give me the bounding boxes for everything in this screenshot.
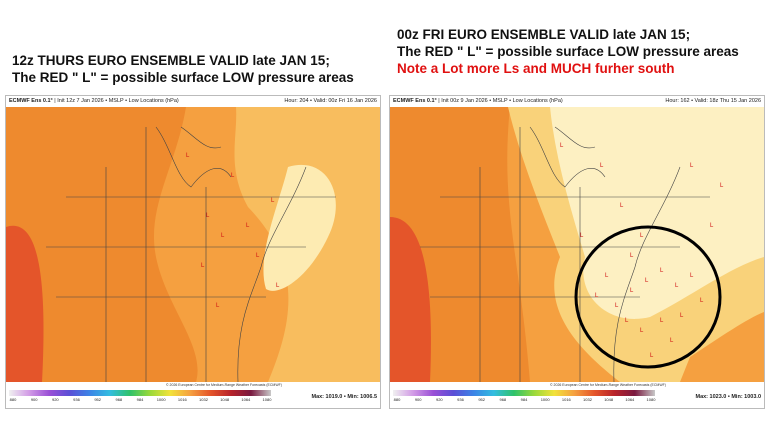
colorbar-label: 1064 — [241, 397, 251, 402]
low-marker: L — [580, 233, 584, 239]
colorbar-ticks: 880 900 920 936 952 968 984 1000 1016 1032 1048 106… — [393, 397, 656, 404]
low-marker: L — [620, 203, 624, 209]
colorbar-label: 936 — [73, 397, 80, 402]
low-marker: L — [690, 163, 694, 169]
init: Init 12z 7 Jan 2026 • MSLP • Low Locatio… — [57, 98, 179, 104]
credit: © 2026 European Centre for Medium-Range … — [166, 383, 282, 387]
colorbar-label: 1000 — [156, 397, 166, 402]
colorbar-label: 936 — [457, 397, 464, 402]
product: ECMWF Ens 0.1° — [393, 98, 437, 104]
colorbar-label: 1048 — [220, 397, 230, 402]
max-min: Max: 1023.0 • Min: 1003.0 — [695, 394, 761, 400]
low-marker: L — [700, 298, 704, 304]
low-marker: L — [605, 273, 609, 279]
caption-left: 12z THURS EURO ENSEMBLE VALID late JAN 1… — [12, 52, 354, 86]
colorbar-label: 1016 — [561, 397, 571, 402]
low-marker: L — [640, 233, 644, 239]
colorbar-label: 952 — [94, 397, 101, 402]
low-marker: L — [630, 253, 634, 259]
colorbar-label: 920 — [51, 397, 59, 402]
colorbar-label: 1016 — [177, 397, 187, 402]
low-marker: L — [186, 153, 190, 159]
caption-line: The RED " L" = possible surface LOW pres… — [397, 44, 739, 59]
colorbar-label: 900 — [30, 397, 38, 402]
colorbar-label: 1032 — [199, 397, 208, 402]
map-header: ECMWF Ens 0.1° | Init 00z 9 Jan 2026 • M… — [393, 98, 761, 104]
low-marker: L — [625, 318, 629, 324]
colorbar — [9, 390, 271, 396]
low-marker: L — [690, 273, 694, 279]
caption-line: The RED " L" = possible surface LOW pres… — [12, 70, 354, 85]
low-marker: L — [640, 328, 644, 334]
colorbar-label: 1048 — [604, 397, 614, 402]
colorbar-label: 968 — [499, 397, 507, 402]
low-marker: L — [720, 183, 724, 189]
valid: Hour: 204 • Valid: 00z Fri 16 Jan 2026 — [284, 98, 377, 104]
colorbar-label: 984 — [520, 397, 528, 402]
low-marker: L — [256, 253, 260, 259]
low-marker: L — [271, 198, 275, 204]
low-marker: L — [680, 313, 684, 319]
init: Init 00z 9 Jan 2026 • MSLP • Low Locatio… — [441, 98, 563, 104]
low-marker: L — [600, 163, 604, 169]
max-min: Max: 1019.0 • Min: 1006.5 — [311, 394, 377, 400]
low-marker: L — [216, 303, 220, 309]
product: ECMWF Ens 0.1° — [9, 98, 53, 104]
colorbar-label: 880 — [393, 397, 401, 402]
caption-note: Note a Lot more Ls and MUCH furher south — [397, 61, 675, 76]
low-marker: L — [560, 143, 564, 149]
map: L L L L L L L L L L — [6, 107, 380, 382]
low-marker: L — [675, 283, 679, 289]
credit: © 2026 European Centre for Medium-Range … — [550, 383, 666, 387]
colorbar-label: 1064 — [625, 397, 635, 402]
colorbar-label: 952 — [478, 397, 485, 402]
map-panel: ECMWF Ens 0.1° | Init 12z 7 Jan 2026 • M… — [5, 95, 381, 409]
caption-line: 12z THURS EURO ENSEMBLE VALID late JAN 1… — [12, 53, 330, 68]
low-marker: L — [670, 338, 674, 344]
low-marker: L — [710, 223, 714, 229]
low-marker: L — [201, 263, 205, 269]
colorbar-ticks: 880 900 920 936 952 968 984 1000 1016 1032 1048 106… — [9, 397, 272, 404]
map-header: ECMWF Ens 0.1° | Init 12z 7 Jan 2026 • M… — [9, 98, 377, 104]
colorbar-label: 968 — [115, 397, 123, 402]
colorbar-label: 1000 — [540, 397, 550, 402]
caption-right: 00z FRI EURO ENSEMBLE VALID late JAN 15;… — [397, 26, 739, 77]
map-panel: ECMWF Ens 0.1° | Init 00z 9 Jan 2026 • M… — [389, 95, 765, 409]
low-marker: L — [206, 213, 210, 219]
colorbar-label: 1032 — [583, 397, 592, 402]
low-marker: L — [276, 283, 280, 289]
colorbar — [393, 390, 655, 396]
colorbar-label: 1080 — [262, 397, 272, 402]
low-marker: L — [645, 278, 649, 284]
low-marker: L — [231, 173, 235, 179]
low-marker: L — [595, 293, 599, 299]
caption-line: 00z FRI EURO ENSEMBLE VALID late JAN 15; — [397, 27, 691, 42]
low-marker: L — [246, 223, 250, 229]
low-marker: L — [660, 268, 664, 274]
low-marker: L — [660, 318, 664, 324]
colorbar-label: 900 — [414, 397, 422, 402]
colorbar-label: 1080 — [646, 397, 656, 402]
valid: Hour: 162 • Valid: 18z Thu 15 Jan 2026 — [665, 98, 761, 104]
colorbar-label: 880 — [9, 397, 17, 402]
low-marker: L — [221, 233, 225, 239]
low-marker: L — [615, 303, 619, 309]
low-marker: L — [650, 353, 654, 359]
colorbar-label: 984 — [136, 397, 144, 402]
low-marker: L — [630, 288, 634, 294]
map: L L L L L L L L L L L L L L L L L L L L L L L L — [390, 107, 764, 382]
colorbar-label: 920 — [435, 397, 443, 402]
